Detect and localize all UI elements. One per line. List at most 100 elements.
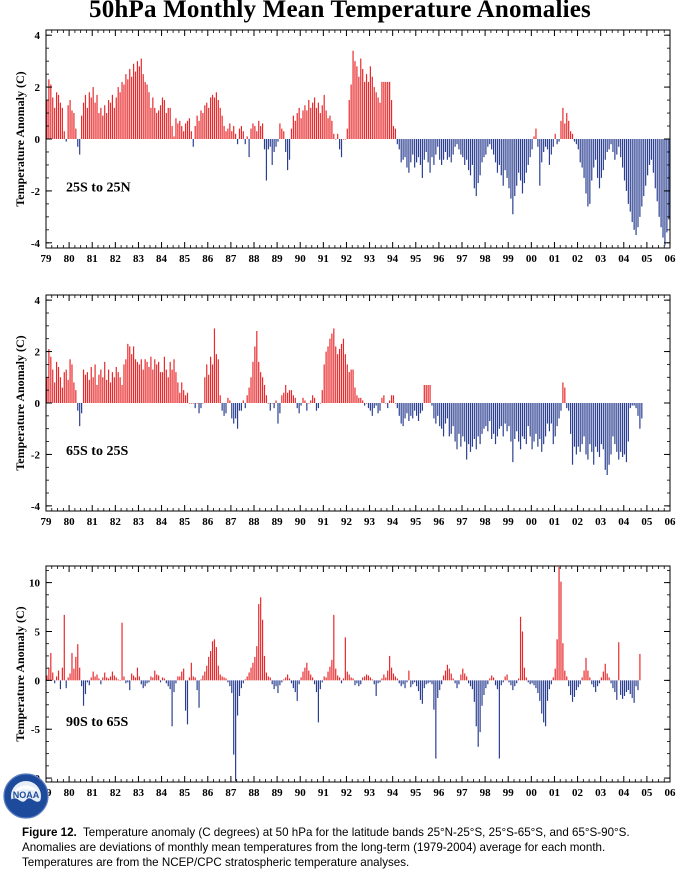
bar [90, 367, 92, 403]
bar [489, 403, 491, 421]
bar [598, 139, 601, 189]
bar [213, 328, 216, 403]
bar [550, 403, 552, 424]
bar [620, 680, 622, 696]
bar [629, 139, 631, 212]
bar [231, 680, 233, 694]
bar [340, 680, 343, 684]
bar [541, 680, 543, 714]
bar [344, 637, 346, 681]
bar [181, 382, 183, 403]
bar [400, 403, 402, 424]
bar [348, 372, 350, 403]
bar [79, 139, 81, 155]
bar [394, 676, 397, 681]
bar [279, 403, 281, 414]
bar [435, 403, 437, 424]
bar [481, 680, 483, 706]
bar [86, 107, 88, 139]
bar [84, 680, 87, 695]
bar [600, 139, 602, 178]
bar [568, 680, 570, 687]
bar [275, 680, 277, 687]
bar [227, 397, 229, 403]
bar [514, 139, 516, 197]
bar [200, 110, 202, 139]
x-tick-label: 97 [457, 253, 469, 265]
bar [618, 139, 620, 147]
bar [329, 338, 331, 403]
bar [350, 84, 352, 139]
bar [521, 631, 524, 681]
bar [641, 139, 643, 207]
bar [412, 680, 414, 685]
bar [356, 680, 358, 684]
x-tick-label: 05 [641, 516, 653, 528]
bar [637, 139, 639, 228]
x-tick-label: 00 [526, 253, 538, 265]
bar [360, 680, 362, 685]
x-tick-label: 79 [41, 253, 53, 265]
bar [573, 139, 576, 142]
bar [285, 677, 287, 681]
bar [464, 403, 466, 442]
bar [535, 403, 537, 434]
bar [446, 139, 448, 160]
bar [406, 403, 408, 414]
bar [493, 403, 495, 434]
bar [354, 387, 356, 403]
bar [313, 397, 316, 403]
bar [283, 392, 285, 403]
page-title: 50hPa Monthly Mean Temperature Anomalies [89, 0, 591, 23]
bar [414, 680, 416, 683]
bar [544, 139, 547, 147]
bar [604, 403, 606, 470]
bar [338, 349, 341, 403]
bar [379, 403, 381, 411]
y-tick-label: 4 [35, 30, 41, 42]
bar [433, 139, 435, 165]
bar [442, 675, 445, 681]
x-tick-label: 84 [156, 516, 168, 528]
bar [604, 139, 606, 160]
bar [369, 66, 371, 139]
x-tick-label: 91 [318, 787, 329, 799]
bar [90, 677, 92, 681]
bar [190, 662, 192, 681]
bar [564, 387, 566, 403]
bar [325, 351, 327, 403]
bar [621, 139, 624, 168]
bar [134, 359, 137, 403]
bar [252, 361, 254, 403]
bar [327, 346, 329, 403]
bar [485, 680, 487, 689]
bar [537, 139, 539, 147]
bar [248, 387, 250, 403]
bar [261, 377, 264, 403]
bar [662, 139, 664, 238]
bar [571, 133, 574, 139]
bar [637, 403, 639, 416]
bar [310, 107, 312, 139]
bar [410, 139, 412, 163]
bar [466, 676, 468, 681]
bar [577, 139, 579, 150]
bar [612, 139, 614, 152]
x-tick-label: 84 [156, 787, 168, 799]
bar [159, 372, 162, 403]
bar [192, 676, 194, 681]
bar [263, 385, 266, 403]
bar [502, 403, 504, 437]
bar [102, 677, 104, 681]
bar [616, 139, 618, 155]
bar [564, 123, 566, 139]
bar [84, 374, 87, 403]
bar [109, 382, 112, 403]
bar [104, 672, 106, 681]
bar [625, 139, 628, 191]
bar [421, 680, 423, 704]
bar [204, 377, 206, 403]
bar [136, 667, 139, 681]
bar [612, 680, 614, 689]
bar [235, 680, 237, 782]
